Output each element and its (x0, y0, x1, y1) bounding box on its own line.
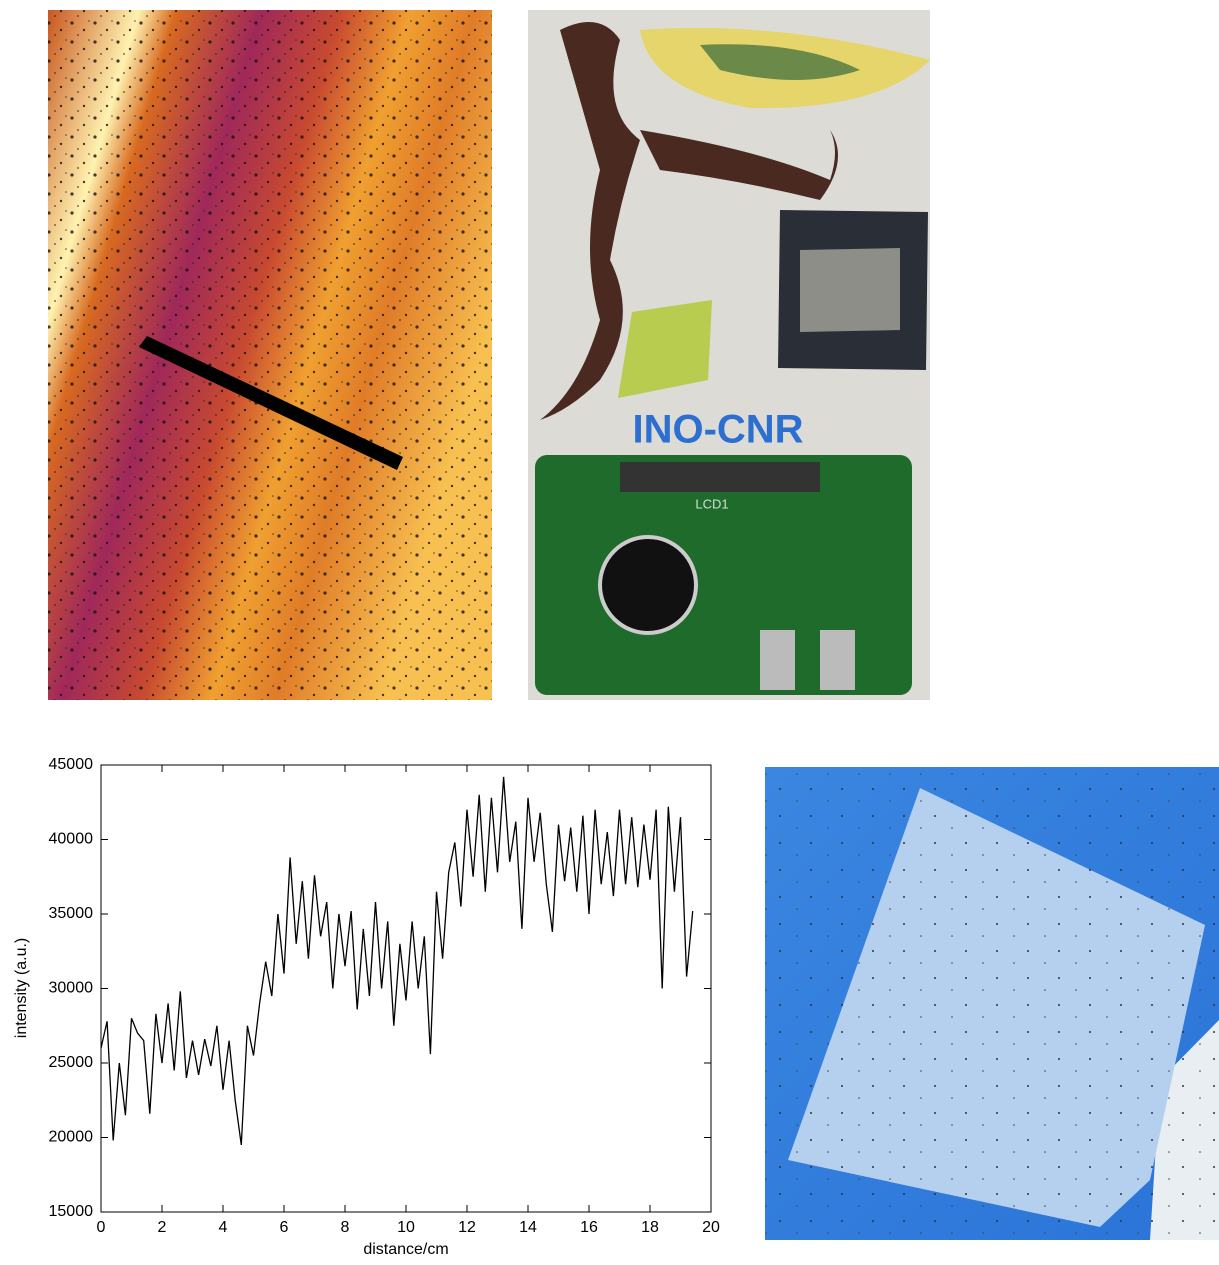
photo-label: LCD1 (695, 496, 728, 511)
figure: INO-CNR LCD1 distance/cm intensity (a.u.… (0, 0, 1219, 1260)
x-tick-label: 6 (280, 1219, 289, 1236)
y-tick-label: 45000 (49, 756, 94, 773)
x-tick-label: 8 (341, 1219, 350, 1236)
line-chart: distance/cm intensity (a.u.) 0 2 4 6 8 10 12 14… (13, 756, 720, 1258)
y-tick-label: 20000 (49, 1129, 94, 1146)
x-tick-label: 0 (97, 1219, 106, 1236)
y-tick-label: 35000 (49, 905, 94, 922)
x-tick-label: 12 (458, 1219, 476, 1236)
x-axis-label: distance/cm (363, 1241, 448, 1258)
y-tick-label: 25000 (49, 1054, 94, 1071)
photo-label: INO-CNR (632, 408, 803, 452)
x-tick-label: 16 (580, 1219, 598, 1236)
y-tick-label: 30000 (49, 980, 94, 997)
x-tick-label: 2 (158, 1219, 167, 1236)
thermal-image (48, 10, 492, 700)
x-tick-label: 20 (702, 1219, 720, 1236)
x-tick-label: 10 (397, 1219, 415, 1236)
x-tick-label: 14 (519, 1219, 537, 1236)
y-tick-label: 15000 (49, 1203, 94, 1220)
sample-photo: INO-CNR LCD1 (528, 10, 930, 700)
data-line (101, 777, 693, 1145)
x-tick-label: 18 (641, 1219, 659, 1236)
plot-frame (101, 765, 711, 1212)
blue-image (765, 767, 1219, 1240)
x-tick-label: 4 (219, 1219, 228, 1236)
y-tick-label: 40000 (49, 831, 94, 848)
y-axis-label: intensity (a.u.) (13, 938, 30, 1038)
